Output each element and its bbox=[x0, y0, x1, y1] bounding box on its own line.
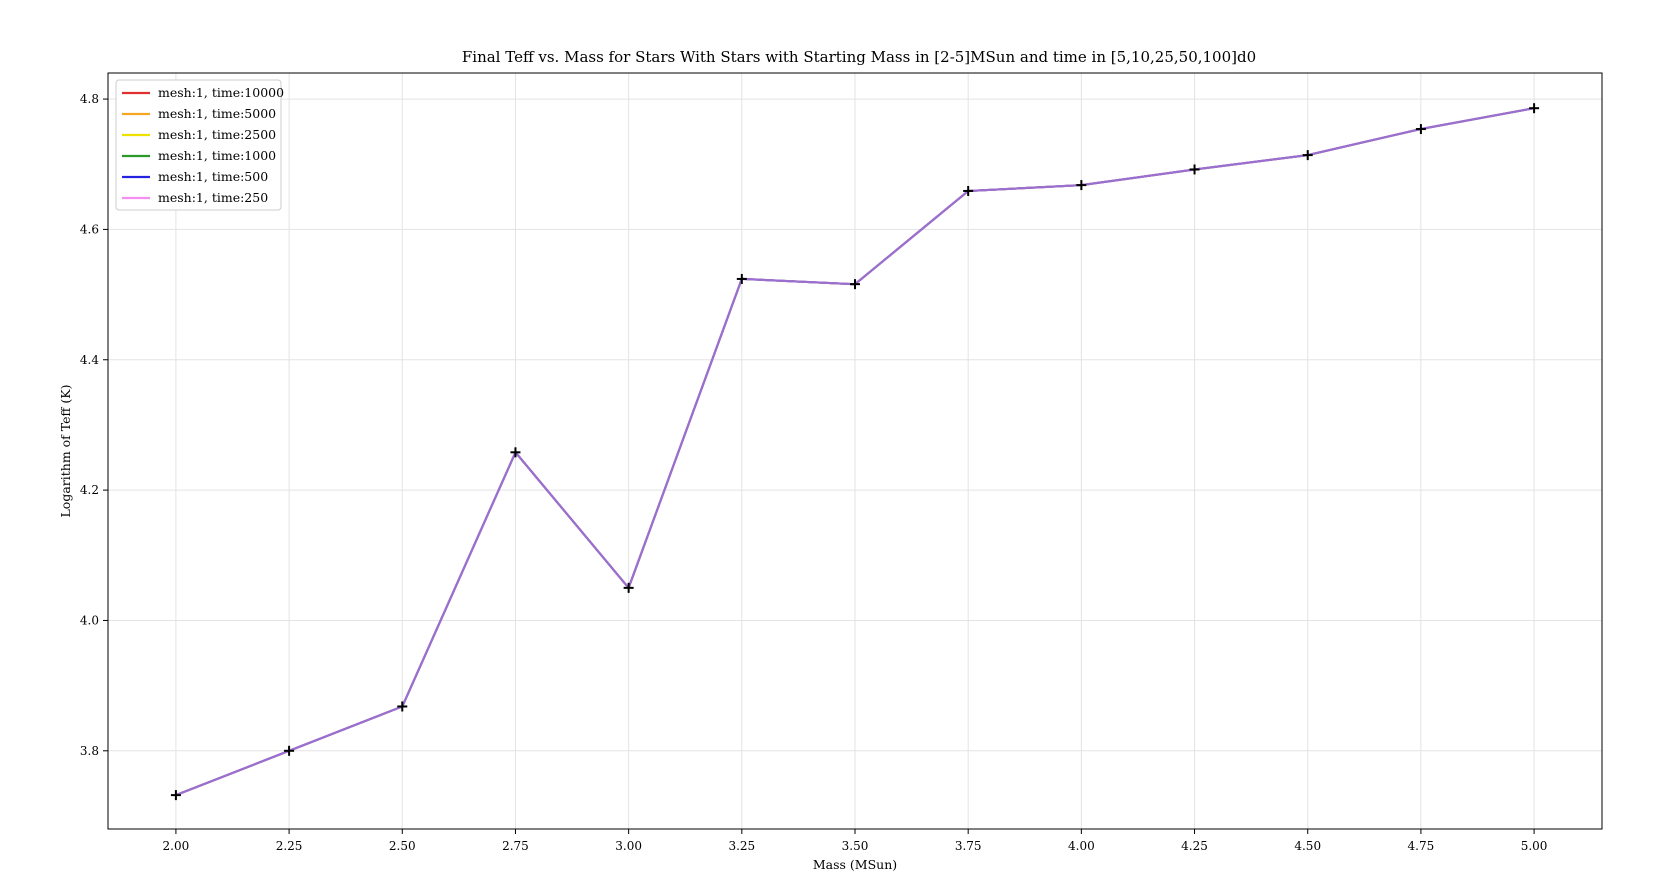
x-tick-label: 4.75 bbox=[1408, 839, 1435, 853]
legend-label: mesh:1, time:500 bbox=[158, 169, 268, 184]
data-point-marker bbox=[1302, 150, 1313, 161]
legend-label: mesh:1, time:10000 bbox=[158, 85, 284, 100]
x-tick-label: 2.00 bbox=[163, 839, 190, 853]
chart-title: Final Teff vs. Mass for Stars With Stars… bbox=[462, 48, 1256, 66]
data-point-marker bbox=[510, 447, 521, 458]
x-tick-label: 3.50 bbox=[842, 839, 869, 853]
y-tick-label: 4.6 bbox=[80, 222, 99, 236]
x-tick-label: 3.00 bbox=[615, 839, 642, 853]
legend-label: mesh:1, time:2500 bbox=[158, 127, 276, 142]
data-point-marker bbox=[1529, 103, 1540, 114]
legend-label: mesh:1, time:250 bbox=[158, 190, 268, 205]
data-point-marker bbox=[963, 185, 974, 196]
legend-label: mesh:1, time:5000 bbox=[158, 106, 276, 121]
legend: mesh:1, time:10000 mesh:1, time:5000 mesh:… bbox=[115, 79, 284, 211]
data-point-marker bbox=[1415, 124, 1426, 135]
y-tick-label: 4.0 bbox=[80, 613, 99, 627]
x-tick-label: 4.00 bbox=[1068, 839, 1095, 853]
tick-layer: 2.00 2.25 2.50 2.75 3.00 3.25 3.50 3.75 4.00 4.25… bbox=[80, 92, 1548, 853]
y-tick-label: 3.8 bbox=[80, 744, 99, 758]
x-tick-label: 2.50 bbox=[389, 839, 416, 853]
data-point-marker bbox=[284, 745, 295, 756]
y-tick-label: 4.8 bbox=[80, 92, 99, 106]
data-point-marker bbox=[736, 273, 747, 284]
x-tick-label: 4.25 bbox=[1181, 839, 1208, 853]
x-tick-label: 3.25 bbox=[728, 839, 755, 853]
legend-label: mesh:1, time:1000 bbox=[158, 148, 276, 163]
y-axis-label: Logarithm of Teff (K) bbox=[58, 385, 73, 518]
data-point-marker bbox=[1076, 180, 1087, 191]
data-point-marker bbox=[850, 279, 860, 290]
grid-layer bbox=[108, 73, 1602, 829]
y-tick-label: 4.4 bbox=[80, 353, 99, 367]
data-point-marker bbox=[397, 701, 408, 712]
data-point-marker bbox=[623, 582, 634, 593]
data-point-marker bbox=[1189, 164, 1200, 175]
x-tick-label: 2.75 bbox=[502, 839, 529, 853]
y-tick-label: 4.2 bbox=[80, 483, 99, 497]
x-tick-label: 2.25 bbox=[276, 839, 303, 853]
legend-box bbox=[115, 79, 282, 211]
x-axis-label: Mass (MSun) bbox=[813, 857, 897, 872]
x-tick-label: 3.75 bbox=[955, 839, 982, 853]
x-tick-label: 4.50 bbox=[1294, 839, 1321, 853]
data-point-marker bbox=[170, 790, 181, 801]
x-tick-label: 5.00 bbox=[1521, 839, 1548, 853]
marker-layer bbox=[170, 103, 1540, 801]
